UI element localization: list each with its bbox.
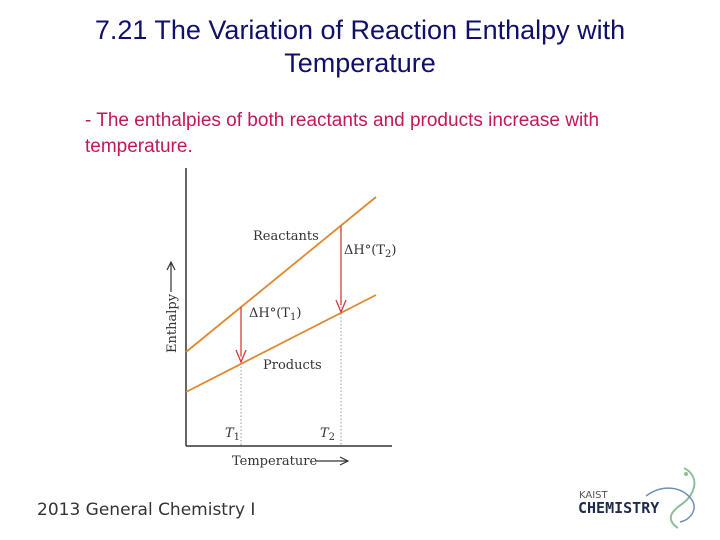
slide-footer: 2013 General Chemistry I xyxy=(37,500,256,520)
reactants-line xyxy=(185,196,377,353)
slide-title: 7.21 The Variation of Reaction Enthalpy … xyxy=(94,15,626,78)
x-axis-label: Temperature xyxy=(232,454,317,469)
delta-h-t1-label: ΔH°(T1) xyxy=(249,306,301,323)
y-axis-arrow-icon xyxy=(166,260,176,271)
t2-tick-label: T2 xyxy=(320,426,335,443)
logo-main-text: CHEMISTRY xyxy=(578,499,659,517)
kaist-chemistry-logo: KAIST CHEMISTRY xyxy=(578,467,696,529)
products-line xyxy=(185,294,377,393)
products-label: Products xyxy=(263,358,322,373)
logo-top-text: KAIST xyxy=(579,490,609,501)
reactants-label: Reactants xyxy=(253,229,319,244)
slide-bullet: - The enthalpies of both reactants and p… xyxy=(85,110,600,157)
logo-swirl-icon xyxy=(669,467,696,529)
delta-h-t2-label: ΔH°(T2) xyxy=(344,243,396,260)
enthalpy-temperature-diagram: Reactants Products ΔH°(T1) ΔH°(T2) T1 T2… xyxy=(165,168,396,469)
x-axis-arrow-icon xyxy=(339,456,350,466)
y-axis-label: Enthalpy xyxy=(165,293,180,353)
t1-tick-label: T1 xyxy=(225,426,240,443)
